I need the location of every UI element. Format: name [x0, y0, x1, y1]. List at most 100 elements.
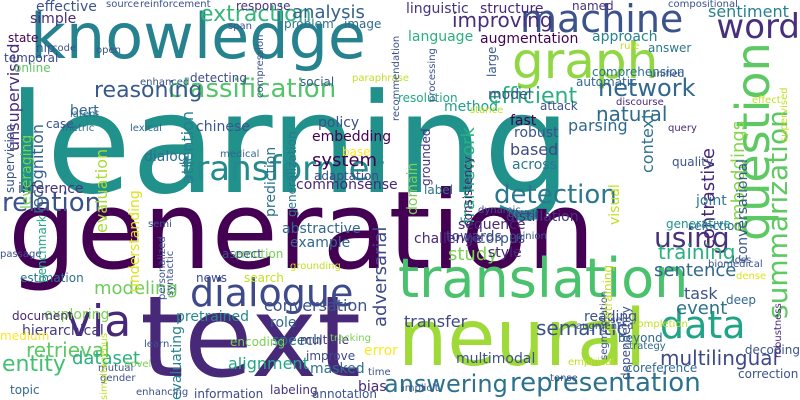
- word-document: document: [12, 309, 73, 323]
- word-neural: neural: [398, 294, 647, 384]
- word-masked: masked: [310, 361, 365, 377]
- word-leveraging: leveraging: [19, 134, 35, 210]
- word-challenge: challenge: [414, 231, 482, 247]
- word-prediction: prediction: [263, 146, 279, 218]
- word-bert: bert: [70, 103, 99, 119]
- word-sequence: sequence: [458, 217, 526, 233]
- word-syntactic: syntactic: [165, 250, 176, 297]
- word-paraphrase: paraphrase: [352, 73, 410, 84]
- word-retrieval: retrieval: [26, 338, 110, 362]
- word-error: error: [364, 343, 398, 359]
- word-social: social: [300, 75, 335, 89]
- word-robust: robust: [514, 125, 559, 141]
- word-coreference: coreference: [626, 361, 698, 375]
- word-improve: improve: [306, 349, 356, 363]
- word-online: online: [14, 61, 51, 75]
- word-labeling: labeling: [270, 383, 318, 397]
- word-corpus: corpus: [478, 231, 526, 247]
- word-compression: compression: [255, 34, 266, 98]
- word-supervision: supervision: [3, 123, 17, 193]
- word-image: image: [344, 17, 382, 31]
- word-transformer: transformer: [182, 149, 384, 189]
- word-dialogue: dialogue: [190, 271, 354, 315]
- word-representation: representation: [510, 368, 701, 398]
- word-joint: joint: [696, 193, 727, 209]
- word-sentiment: sentiment: [708, 2, 789, 21]
- word-state: state: [8, 31, 39, 45]
- word-open: open: [96, 45, 121, 56]
- word-network: network: [598, 74, 696, 102]
- word-source: source: [106, 0, 140, 10]
- word-annotation: annotation: [312, 387, 377, 400]
- word-system: system: [312, 150, 378, 171]
- word-data: data: [660, 303, 746, 347]
- word-exploring: exploring: [44, 307, 110, 323]
- word-selection: selection: [688, 219, 742, 233]
- word-automatic: automatic: [576, 75, 637, 89]
- word-time: time: [368, 367, 391, 378]
- word-simultaneous: simultaneous: [99, 332, 110, 400]
- word-role: role: [270, 315, 297, 331]
- word-case: case: [46, 117, 74, 131]
- word-tracking: tracking: [330, 333, 371, 344]
- word-aspect: aspect: [222, 247, 262, 261]
- word-across: across: [512, 157, 557, 173]
- word-via: via: [66, 296, 132, 347]
- word-bias: bias: [358, 379, 387, 395]
- word-implicit: implicit: [402, 383, 439, 394]
- word-alignment: alignment: [228, 354, 309, 373]
- word-named: named: [572, 0, 614, 13]
- word-effective: effective: [36, 0, 97, 15]
- word-metric: metric: [62, 123, 95, 134]
- word-parsing: parsing: [568, 116, 628, 135]
- word-chinese: chinese: [196, 119, 250, 135]
- word-augmentation: augmentation: [480, 31, 579, 47]
- word-recommendation: recommendation: [391, 35, 402, 122]
- word-study: study: [448, 244, 498, 265]
- word-approach: approach: [592, 29, 658, 45]
- word-generation: generation: [8, 169, 596, 294]
- word-correction: correction: [738, 367, 799, 381]
- word-compositional: compositional: [668, 0, 738, 10]
- word-robustness: robustness: [773, 303, 784, 358]
- word-detection: detection: [494, 180, 617, 210]
- word-stance: stance: [470, 105, 504, 116]
- word-sentence: sentence: [654, 260, 737, 281]
- word-nlp: nlp: [36, 41, 55, 55]
- word-attention: attention: [178, 110, 197, 184]
- word-pretrained: pretrained: [176, 309, 250, 325]
- word-analysis: analysis: [292, 2, 365, 23]
- word-entity: entity: [2, 352, 66, 377]
- word-response: response: [236, 0, 291, 13]
- word-better: better: [508, 209, 539, 220]
- word-gender: gender: [100, 373, 136, 384]
- word-beyond: beyond: [618, 331, 663, 345]
- word-problem: problem: [284, 17, 334, 31]
- word-extraction: extraction: [200, 2, 312, 27]
- word-multimodal: multimodal: [456, 351, 536, 367]
- word-unified: unified: [650, 69, 685, 80]
- word-learning: learning: [8, 64, 571, 225]
- word-mutual: mutual: [98, 363, 134, 374]
- word-loss: loss: [732, 255, 752, 266]
- word-strategy: strategy: [624, 341, 666, 352]
- word-towards: towards: [446, 229, 502, 245]
- word-latent: latent: [70, 109, 100, 120]
- word-consistency: consistency: [461, 155, 475, 227]
- word-fast: fast: [510, 113, 537, 129]
- word-policy: policy: [318, 115, 360, 131]
- word-topic: topic: [10, 383, 40, 397]
- word-span: span: [228, 21, 253, 32]
- word-adaptation: adaptation: [314, 169, 379, 183]
- word-transfer: transfer: [404, 312, 468, 331]
- word-translation: translation: [398, 247, 689, 310]
- word-reinforcement: reinforcement: [140, 0, 211, 10]
- word-answering: answering: [384, 370, 508, 398]
- word-inference: inference: [18, 181, 84, 197]
- word-context: context: [638, 112, 657, 173]
- word-event: event: [676, 298, 728, 319]
- word-novel: novel: [124, 359, 152, 370]
- word-grounded: grounded: [419, 128, 433, 186]
- word-commonsense: commonsense: [296, 177, 398, 193]
